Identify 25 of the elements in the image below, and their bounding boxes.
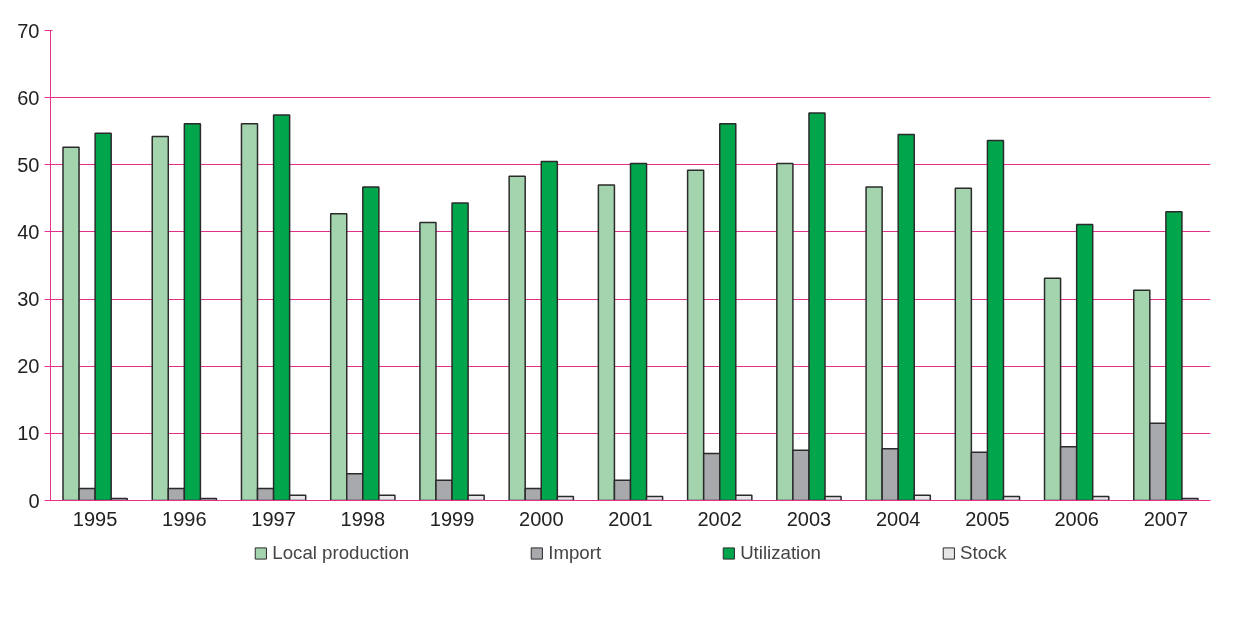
y-tick-label: 50 (17, 153, 40, 176)
legend-label: Import (548, 542, 602, 564)
x-tick-label: 1997 (251, 507, 296, 530)
legend-label: Local production (272, 542, 410, 564)
x-tick-label: 2005 (965, 507, 1010, 530)
y-tick-label: 10 (17, 422, 40, 445)
y-tick-label: 30 (17, 288, 40, 311)
y-tick-label: 40 (17, 220, 40, 243)
legend-label: Utilization (740, 542, 821, 564)
y-tick-label: 20 (17, 355, 40, 378)
x-tick-label: 2002 (697, 507, 742, 530)
x-tick-label: 2001 (608, 507, 653, 530)
x-tick-label: 2003 (786, 507, 832, 530)
y-tick-label: 60 (17, 86, 40, 109)
x-tick-label: 2000 (519, 507, 564, 530)
x-tick-label: 1999 (429, 507, 475, 530)
x-tick-label: 2007 (1143, 507, 1189, 530)
x-tick-label: 2004 (875, 507, 921, 530)
y-tick-label: 70 (17, 19, 40, 42)
x-tick-label: 2006 (1054, 507, 1099, 530)
y-tick-label: 0 (28, 489, 40, 512)
x-tick-label: 1995 (72, 507, 118, 530)
x-tick-label: 1998 (340, 507, 386, 530)
x-tick-label: 1996 (162, 507, 207, 530)
legend-label: Stock (960, 542, 1007, 564)
